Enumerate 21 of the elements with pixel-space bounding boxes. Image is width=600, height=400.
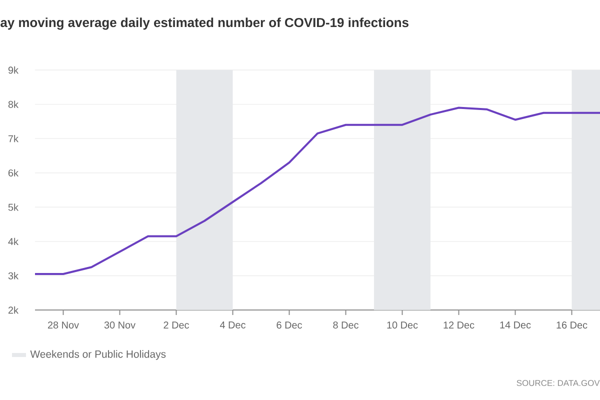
x-tick-label: 4 Dec [220,322,246,328]
x-tick-label: 28 Nov [48,322,79,329]
legend-label: Weekends or Public Holidays [30,350,166,360]
y-tick-label: 9k [8,66,18,74]
y-tick-label: 7k [8,134,18,142]
y-tick-label: 2k [8,306,18,314]
source-note: SOURCE: DATA.GOV [516,380,600,386]
chart-title: ay moving average daily estimated number of COVID-19 infections [0,18,408,30]
x-tick-label: 6 Dec [276,322,302,329]
x-tick-label: 30 Nov [104,322,136,329]
y-tick-label: 3k [8,272,18,280]
x-tick-label: 10 Dec [387,322,418,329]
x-tick-label: 12 Dec [444,322,474,329]
y-tick-label: 8k [8,100,18,108]
y-tick-label: 6k [8,169,18,177]
y-tick-label: 4k [8,238,18,246]
x-tick-label: 16 Dec [556,322,588,329]
x-tick-label: 14 Dec [500,322,531,328]
x-tick-label: 8 Dec [333,322,358,329]
x-tick-label: 2 Dec [164,322,189,329]
y-tick-label: 5k [8,203,18,211]
